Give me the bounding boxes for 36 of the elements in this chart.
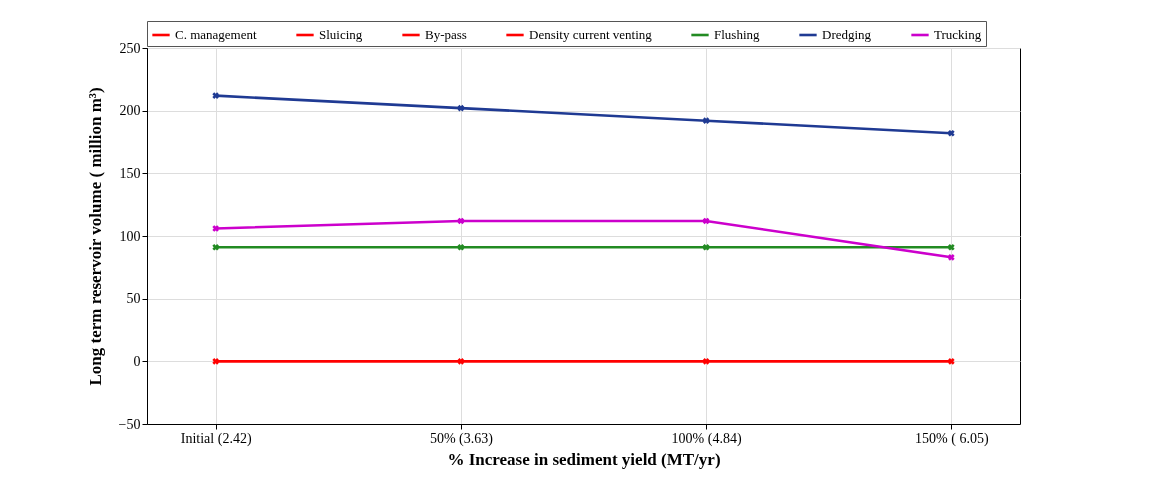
point	[948, 129, 955, 137]
x-tick-label: Initial (2.42)	[180, 430, 252, 447]
y-tick-label: −50	[118, 416, 141, 432]
point	[457, 243, 465, 251]
point	[702, 358, 710, 365]
point	[457, 217, 465, 225]
point	[948, 253, 955, 261]
point	[702, 217, 710, 225]
legend-label: Trucking	[934, 27, 982, 42]
point	[702, 117, 710, 125]
legend-label: Flushing	[714, 27, 761, 42]
y-axis-title: Long term reservoir volume ( million m³)	[85, 87, 105, 386]
point	[457, 358, 465, 365]
y-tick-label: 200	[119, 103, 141, 119]
y-tick-label: 100	[119, 228, 141, 244]
legend-label: By-pass	[425, 27, 467, 42]
x-axis-title: % Increase in sediment yield (MT/yr)	[447, 449, 721, 469]
y-tick-label: 0	[133, 353, 141, 369]
x-tick-label: 100% (4.84)	[671, 430, 742, 447]
y-tick-label: 250	[119, 40, 141, 56]
point	[948, 243, 955, 251]
x-tick-label: 150% ( 6.05)	[915, 430, 989, 447]
point	[948, 358, 955, 365]
legend-label: Density current venting	[529, 27, 653, 42]
legend-label: C. management	[175, 27, 257, 42]
legend-label: Sluicing	[319, 27, 363, 42]
point	[212, 225, 219, 232]
point	[702, 243, 710, 251]
point	[457, 104, 465, 112]
y-tick-label: 150	[119, 165, 141, 181]
legend-label: Dredging	[822, 27, 872, 42]
x-tick-label: 50% (3.63)	[429, 430, 494, 447]
point	[212, 243, 219, 251]
point	[212, 92, 219, 99]
y-tick-label: 50	[126, 291, 141, 307]
point	[212, 358, 219, 365]
